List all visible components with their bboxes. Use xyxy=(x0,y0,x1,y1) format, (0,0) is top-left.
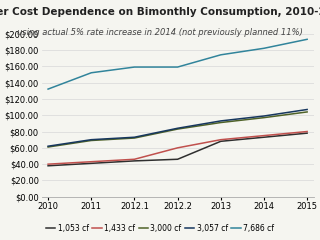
3,000 cf xyxy=(46,146,50,149)
1,433 cf xyxy=(262,134,266,137)
Text: Water Cost Dependence on Bimonthly Consumption, 2010-2015: Water Cost Dependence on Bimonthly Consu… xyxy=(0,7,320,17)
3,000 cf xyxy=(176,128,180,131)
3,000 cf xyxy=(219,121,223,124)
1,053 cf xyxy=(219,140,223,143)
3,057 cf xyxy=(176,127,180,130)
3,057 cf xyxy=(89,138,93,141)
1,433 cf xyxy=(89,160,93,163)
1,433 cf xyxy=(219,138,223,141)
Legend: 1,053 cf, 1,433 cf, 3,000 cf, 3,057 cf, 7,686 cf: 1,053 cf, 1,433 cf, 3,000 cf, 3,057 cf, … xyxy=(43,221,277,236)
1,433 cf xyxy=(132,158,136,161)
3,000 cf xyxy=(132,137,136,139)
1,053 cf xyxy=(262,136,266,139)
7,686 cf xyxy=(262,47,266,50)
1,053 cf xyxy=(89,162,93,165)
1,433 cf xyxy=(176,146,180,149)
7,686 cf xyxy=(89,71,93,74)
3,000 cf xyxy=(89,139,93,142)
1,433 cf xyxy=(305,130,309,133)
3,057 cf xyxy=(305,108,309,111)
1,053 cf xyxy=(176,158,180,161)
7,686 cf xyxy=(305,38,309,41)
Line: 7,686 cf: 7,686 cf xyxy=(48,39,307,89)
7,686 cf xyxy=(176,66,180,68)
3,057 cf xyxy=(219,120,223,122)
3,057 cf xyxy=(262,114,266,117)
3,057 cf xyxy=(46,145,50,148)
Line: 3,057 cf: 3,057 cf xyxy=(48,109,307,146)
Line: 1,053 cf: 1,053 cf xyxy=(48,133,307,166)
Text: using actual 5% rate increase in 2014 (not previously planned 11%): using actual 5% rate increase in 2014 (n… xyxy=(17,28,303,36)
7,686 cf xyxy=(46,88,50,90)
1,053 cf xyxy=(46,164,50,167)
1,433 cf xyxy=(46,163,50,166)
Line: 1,433 cf: 1,433 cf xyxy=(48,132,307,164)
7,686 cf xyxy=(132,66,136,68)
1,053 cf xyxy=(132,159,136,162)
7,686 cf xyxy=(219,53,223,56)
3,000 cf xyxy=(262,116,266,119)
3,057 cf xyxy=(132,136,136,139)
1,053 cf xyxy=(305,132,309,135)
Line: 3,000 cf: 3,000 cf xyxy=(48,112,307,147)
3,000 cf xyxy=(305,110,309,113)
